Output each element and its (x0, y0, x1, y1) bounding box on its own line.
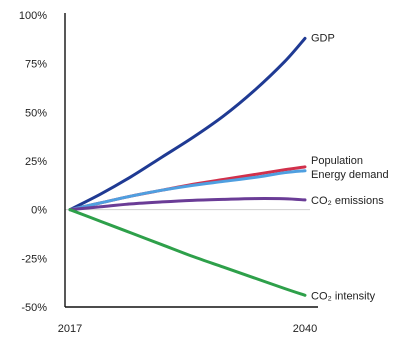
y-axis-ticks: 100% 75% 50% 25% 0% -25% -50% (19, 10, 47, 314)
series-label-co-emissions: CO₂ emissions (311, 195, 384, 207)
y-tick-label: -50% (21, 302, 47, 314)
series-label-energy-demand: Energy demand (311, 169, 389, 181)
y-tick-label: 50% (25, 107, 47, 119)
series-line-gdp (68, 36, 307, 212)
series-line-energy-demand (68, 169, 307, 212)
y-tick-label: 100% (19, 10, 47, 22)
series-label-population: Population (311, 155, 363, 167)
y-tick-label: 0% (31, 205, 47, 217)
x-tick-label: 2040 (293, 323, 317, 335)
series-label-co-intensity: CO₂ intensity (311, 290, 376, 302)
y-tick-label: 25% (25, 156, 47, 168)
series-line-co-emissions (68, 197, 307, 212)
series-line-co-intensity (68, 208, 307, 297)
series-lines (68, 36, 307, 297)
x-axis-ticks: 2017 2040 (58, 323, 317, 335)
y-tick-label: -25% (21, 253, 47, 265)
series-label-gdp: GDP (311, 32, 335, 44)
series-labels: GDP Population Energy demand CO₂ emissions C… (311, 32, 389, 302)
y-tick-label: 75% (25, 59, 47, 71)
x-tick-label: 2017 (58, 323, 82, 335)
